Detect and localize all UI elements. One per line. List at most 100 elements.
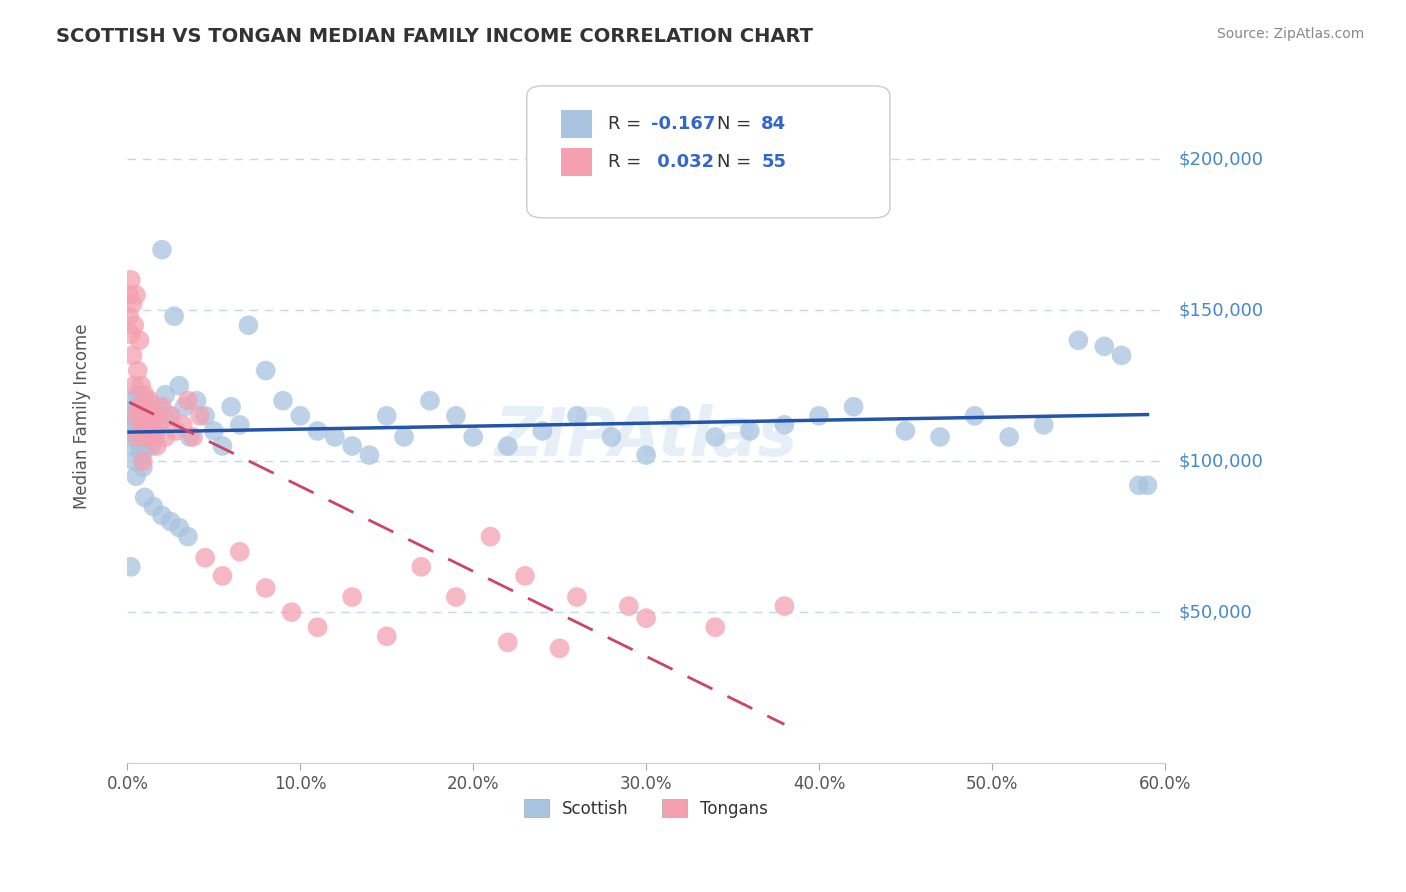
- Point: [600, 430, 623, 444]
- Point: [135, 439, 157, 453]
- Point: [159, 409, 181, 423]
- Point: [143, 424, 166, 438]
- Point: [998, 430, 1021, 444]
- FancyBboxPatch shape: [527, 86, 890, 218]
- Point: [155, 387, 177, 401]
- Point: [121, 348, 143, 362]
- Point: [124, 318, 146, 333]
- Text: -0.167: -0.167: [651, 115, 716, 133]
- Point: [808, 409, 831, 423]
- Point: [129, 448, 152, 462]
- Point: [411, 559, 433, 574]
- Point: [132, 460, 155, 475]
- Point: [419, 393, 441, 408]
- Legend: Scottish, Tongans: Scottish, Tongans: [517, 793, 775, 824]
- Point: [704, 620, 727, 634]
- Point: [155, 430, 177, 444]
- Text: R =: R =: [607, 153, 647, 171]
- Point: [177, 530, 200, 544]
- Point: [963, 409, 986, 423]
- Point: [132, 400, 155, 414]
- Text: 0.032: 0.032: [651, 153, 714, 171]
- Point: [118, 288, 141, 302]
- Point: [135, 417, 157, 432]
- Point: [842, 400, 865, 414]
- Point: [219, 400, 242, 414]
- Point: [1128, 478, 1150, 492]
- Point: [121, 393, 143, 408]
- Text: Source: ZipAtlas.com: Source: ZipAtlas.com: [1216, 27, 1364, 41]
- Point: [132, 454, 155, 468]
- Point: [340, 590, 363, 604]
- Point: [172, 417, 194, 432]
- Point: [118, 424, 141, 438]
- Text: N =: N =: [717, 153, 756, 171]
- Point: [159, 515, 181, 529]
- FancyBboxPatch shape: [561, 148, 592, 177]
- Point: [129, 378, 152, 392]
- Text: SCOTTISH VS TONGAN MEDIAN FAMILY INCOME CORRELATION CHART: SCOTTISH VS TONGAN MEDIAN FAMILY INCOME …: [56, 27, 813, 45]
- Point: [340, 439, 363, 453]
- Point: [565, 590, 588, 604]
- Point: [125, 288, 148, 302]
- Point: [142, 424, 165, 438]
- Point: [1067, 334, 1090, 348]
- Point: [141, 430, 163, 444]
- Point: [229, 545, 252, 559]
- Point: [120, 559, 142, 574]
- Point: [136, 409, 159, 423]
- Text: ZIPAtlas: ZIPAtlas: [495, 404, 797, 470]
- Point: [704, 430, 727, 444]
- Point: [129, 417, 152, 432]
- Point: [548, 641, 571, 656]
- Point: [150, 508, 173, 523]
- Point: [125, 469, 148, 483]
- Point: [669, 409, 692, 423]
- Text: $150,000: $150,000: [1178, 301, 1264, 319]
- Point: [149, 400, 172, 414]
- Point: [280, 605, 302, 619]
- Point: [617, 599, 640, 613]
- Point: [359, 448, 381, 462]
- Point: [894, 424, 917, 438]
- Point: [148, 417, 170, 432]
- Point: [479, 530, 502, 544]
- Point: [444, 590, 467, 604]
- Point: [136, 417, 159, 432]
- Point: [127, 387, 149, 401]
- Point: [128, 409, 150, 423]
- Point: [179, 430, 201, 444]
- Point: [134, 430, 156, 444]
- Point: [177, 393, 200, 408]
- Point: [127, 430, 149, 444]
- Point: [186, 393, 208, 408]
- Point: [929, 430, 952, 444]
- Point: [1032, 417, 1054, 432]
- Point: [188, 409, 211, 423]
- Point: [128, 439, 150, 453]
- Point: [463, 430, 485, 444]
- Point: [120, 273, 142, 287]
- Point: [531, 424, 554, 438]
- Text: $100,000: $100,000: [1178, 452, 1264, 470]
- Point: [135, 393, 157, 408]
- Point: [173, 400, 195, 414]
- Point: [146, 409, 169, 423]
- Point: [444, 409, 467, 423]
- Point: [120, 327, 142, 342]
- Point: [150, 400, 173, 414]
- Point: [124, 378, 146, 392]
- Point: [290, 409, 312, 423]
- Text: $200,000: $200,000: [1178, 150, 1264, 168]
- Point: [118, 309, 141, 323]
- Point: [1136, 478, 1159, 492]
- Point: [375, 409, 398, 423]
- Point: [307, 620, 329, 634]
- Text: 84: 84: [761, 115, 786, 133]
- Point: [636, 448, 658, 462]
- Point: [134, 409, 156, 423]
- Point: [139, 393, 162, 408]
- Point: [134, 424, 156, 438]
- Point: [307, 424, 329, 438]
- Point: [375, 629, 398, 643]
